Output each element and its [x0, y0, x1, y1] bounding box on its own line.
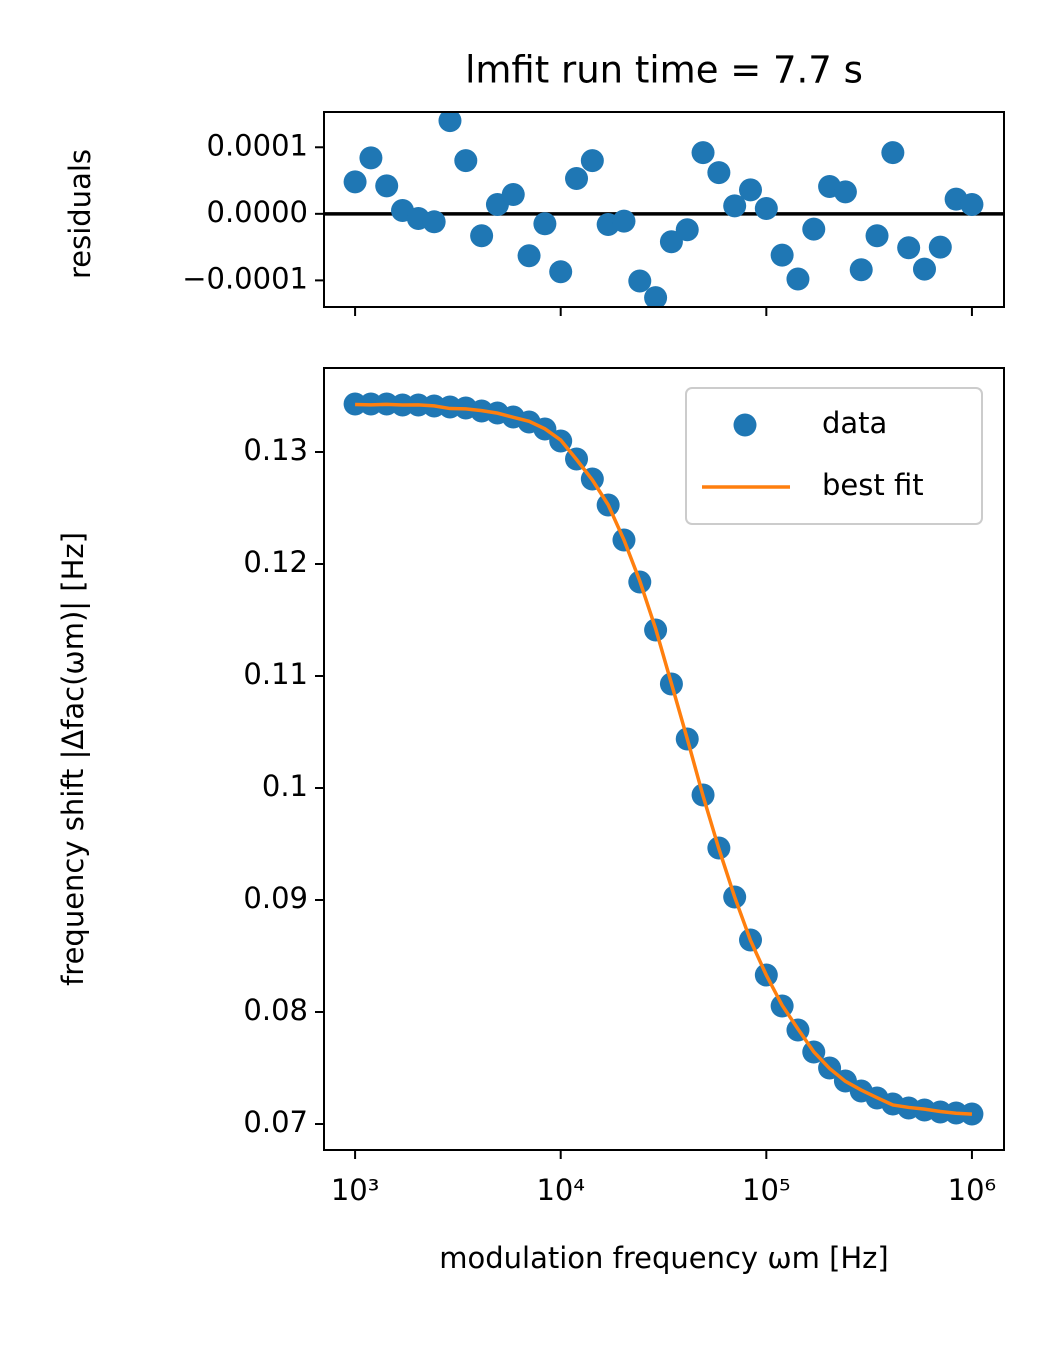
data-point [770, 243, 794, 267]
data-point [359, 146, 383, 170]
data-point [675, 218, 699, 242]
x-tick-label: 10⁴ [536, 1173, 585, 1207]
data-point [912, 257, 936, 281]
legend-box [685, 387, 983, 525]
axes-frame [323, 367, 1005, 1151]
data-point [533, 212, 557, 236]
y-tick-label: −0.0001 [182, 261, 308, 295]
y-tick-label: 0.0000 [207, 195, 308, 229]
data-point [375, 174, 399, 198]
data-point [343, 170, 367, 194]
data-point [501, 183, 525, 207]
data-point [470, 224, 494, 248]
x-tick-label: 10⁶ [948, 1173, 997, 1207]
x-tick-label: 10³ [331, 1173, 380, 1207]
y-tick-label: 0.0001 [207, 128, 308, 162]
chart-title: lmfit run time = 7.7 s [465, 49, 863, 92]
data-point [549, 260, 573, 284]
data-point [422, 210, 446, 234]
legend-label: data [822, 406, 887, 440]
data-point [438, 112, 462, 133]
data-point [343, 392, 367, 416]
data-point [897, 236, 921, 260]
x-tick-label: 10⁵ [742, 1173, 791, 1207]
data-point [802, 217, 826, 241]
data-point [691, 141, 715, 165]
data-point [865, 224, 889, 248]
data-point [644, 286, 668, 307]
y-tick-label: 0.09 [243, 881, 308, 915]
data-point [881, 141, 905, 165]
data-point [659, 230, 683, 254]
data-point [754, 197, 778, 221]
legend-marker [733, 413, 757, 437]
y-tick-label: 0.07 [243, 1105, 308, 1139]
plot-area [343, 392, 984, 1126]
data-point [960, 193, 984, 217]
data-point [565, 167, 589, 191]
y-axis-label: residuals [63, 149, 97, 279]
y-tick-label: 0.1 [262, 769, 308, 803]
data-point [849, 258, 873, 282]
legend-label: best fit [822, 468, 924, 502]
data-point [707, 161, 731, 185]
data-point [786, 267, 810, 291]
x-axis-label: modulation frequency ωm [Hz] [439, 1241, 888, 1275]
data-point [454, 149, 478, 173]
y-tick-label: 0.11 [243, 657, 308, 691]
y-tick-label: 0.12 [243, 545, 308, 579]
data-point [580, 149, 604, 173]
data-point [739, 178, 763, 202]
data-point [723, 194, 747, 218]
y-tick-label: 0.13 [243, 433, 308, 467]
data-point [517, 244, 541, 268]
data-point [833, 180, 857, 204]
data-point [928, 235, 952, 259]
axes-frame [323, 111, 1005, 308]
y-tick-label: 0.08 [243, 993, 308, 1027]
fit-line [355, 402, 973, 1116]
plot-area [324, 112, 1004, 307]
y-axis-label: frequency shift |Δfac(ωm)| [Hz] [56, 532, 90, 986]
data-point [628, 269, 652, 293]
data-point [612, 209, 636, 233]
